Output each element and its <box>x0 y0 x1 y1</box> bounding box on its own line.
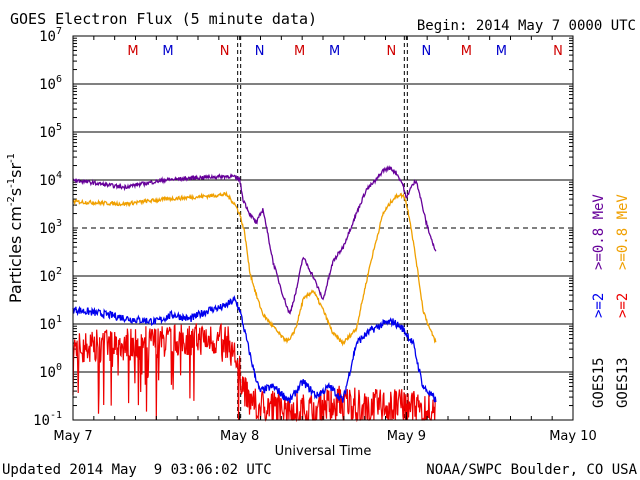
legend-goes13-08mev: >=0.8 MeV <box>615 194 631 270</box>
y-tick-base: 10 <box>39 317 56 333</box>
series-line-1 <box>72 190 437 347</box>
y-tick-exponent: -1 <box>50 410 62 421</box>
local-time-marker: M <box>162 44 173 59</box>
series-layer <box>72 164 437 423</box>
updated-timestamp: Updated 2014 May 9 03:06:02 UTC <box>2 462 272 478</box>
y-tick-base: 10 <box>33 413 50 429</box>
y-tick-label: 107 <box>39 26 62 45</box>
y-tick-label: 103 <box>39 218 62 237</box>
y-tick-exponent: 0 <box>56 362 62 373</box>
y-tick-exponent: 2 <box>56 266 62 277</box>
legend-goes13-2mev: >=2 <box>615 293 631 318</box>
y-axis-label-sr: sr <box>6 163 25 178</box>
local-time-marker: M <box>329 44 340 59</box>
y-axis-label: Particles cm-2s-1sr-1 <box>6 153 25 303</box>
right-legend: GOES15 GOES13 >=2 >=2 >=0.8 MeV >=0.8 Me… <box>591 194 631 408</box>
y-tick-exponent: 3 <box>56 218 62 229</box>
series-line-2 <box>72 294 437 404</box>
y-tick-label: 104 <box>39 170 62 189</box>
noaa-credit: NOAA/SWPC Boulder, CO USA <box>426 462 637 478</box>
y-axis-label-exp-s: -1 <box>6 178 17 188</box>
y-tick-label: 106 <box>39 74 62 93</box>
y-tick-exponent: 4 <box>56 170 62 181</box>
y-axis-label-exp-sr: -1 <box>6 153 17 163</box>
y-tick-base: 10 <box>39 29 56 45</box>
y-tick-base: 10 <box>39 125 56 141</box>
local-time-marker: N <box>255 44 265 59</box>
x-tick-label: May 9 <box>387 429 426 444</box>
y-tick-exponent: 1 <box>56 314 62 325</box>
legend-goes15: GOES15 <box>591 357 607 408</box>
y-tick-label: 100 <box>39 362 62 381</box>
local-time-marker: M <box>294 44 305 59</box>
local-time-marker: N <box>421 44 431 59</box>
x-tick-labels: May 7 May 8 May 9 May 10 <box>53 36 597 444</box>
y-tick-label: 101 <box>39 314 62 333</box>
y-tick-label: 10-1 <box>33 410 62 429</box>
y-axis-label-s: s <box>6 188 25 196</box>
local-time-marker: N <box>220 44 230 59</box>
y-axis-label-exp-cm: -2 <box>6 196 17 206</box>
local-time-marker: M <box>127 44 138 59</box>
x-tick-label: May 8 <box>220 429 259 444</box>
y-tick-exponent: 5 <box>56 122 62 133</box>
legend-goes15-2mev: >=2 <box>591 293 607 318</box>
y-tick-exponent: 6 <box>56 74 62 85</box>
y-tick-base: 10 <box>39 77 56 93</box>
y-tick-base: 10 <box>39 365 56 381</box>
y-tick-label: 102 <box>39 266 62 285</box>
grid-layer <box>73 36 573 420</box>
x-tick-label: May 7 <box>53 429 92 444</box>
y-tick-label: 105 <box>39 122 62 141</box>
x-tick-label: May 10 <box>549 429 597 444</box>
y-tick-base: 10 <box>39 221 56 237</box>
chart-title: GOES Electron Flux (5 minute data) <box>10 10 317 28</box>
begin-date-label: Begin: 2014 May 7 0000 UTC <box>417 18 636 34</box>
y-tick-base: 10 <box>39 269 56 285</box>
local-time-marker: N <box>386 44 396 59</box>
x-axis-label: Universal Time <box>275 444 372 459</box>
y-tick-exponent: 7 <box>56 26 62 37</box>
legend-goes15-08mev: >=0.8 MeV <box>591 194 607 270</box>
local-time-marker: N <box>553 44 563 59</box>
local-time-marker: M <box>461 44 472 59</box>
y-tick-base: 10 <box>39 173 56 189</box>
y-axis-label-base: Particles cm <box>6 206 25 303</box>
series-line-0 <box>72 164 437 315</box>
legend-goes13: GOES13 <box>615 357 631 408</box>
local-time-marker: M <box>496 44 507 59</box>
series-line-3 <box>72 322 437 423</box>
